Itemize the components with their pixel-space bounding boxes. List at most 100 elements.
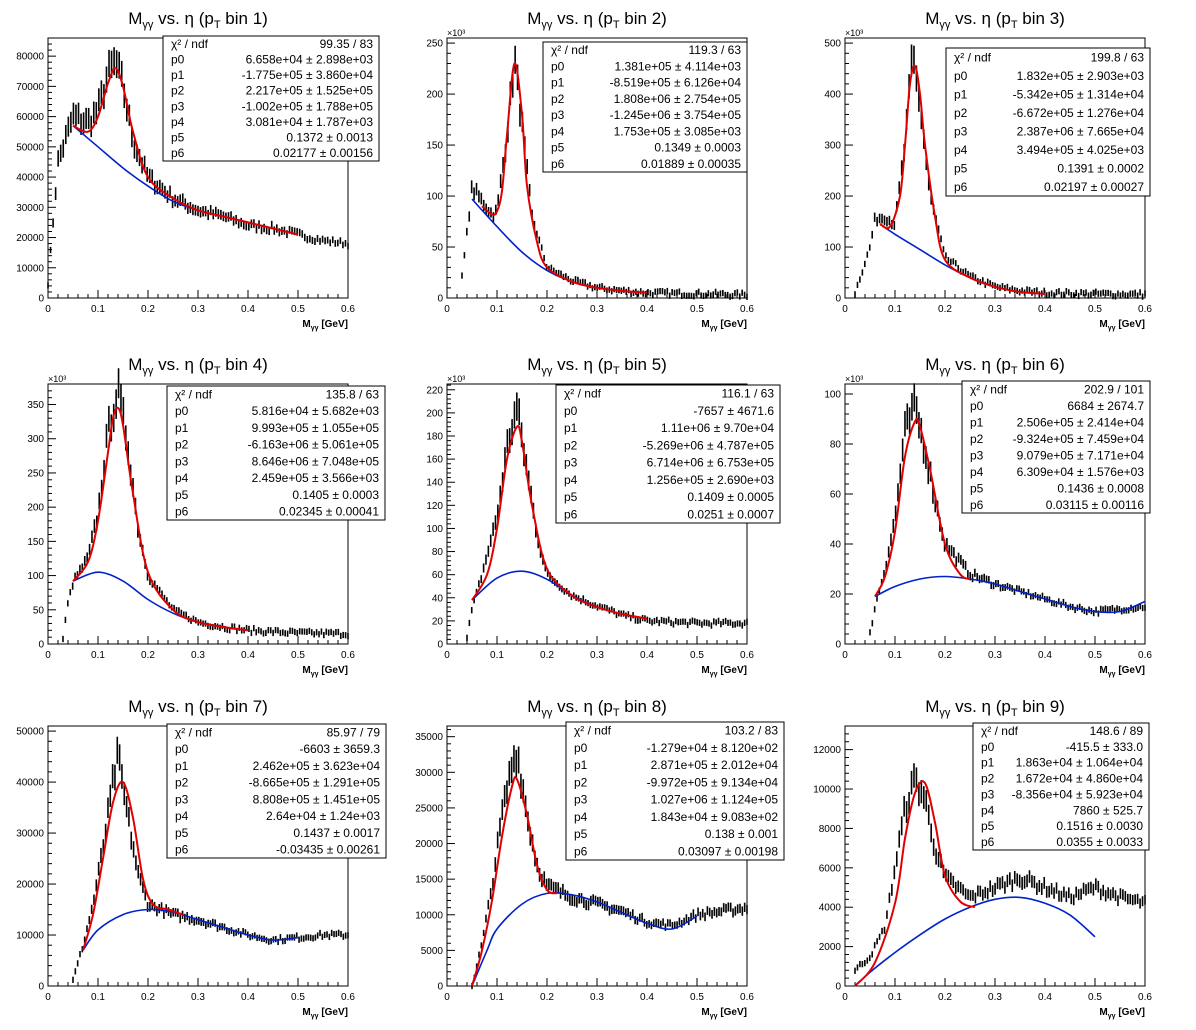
y-tick-label: 80 — [830, 440, 842, 451]
y-tick-label: 200 — [426, 90, 443, 101]
param-name: p1 — [175, 421, 189, 435]
chi2-label: χ² / ndf — [175, 725, 213, 739]
chi2-value: 148.6 / 89 — [1090, 724, 1144, 738]
x-label-main: M — [701, 665, 709, 676]
stats-frame — [542, 41, 748, 173]
title-subscript: T — [214, 707, 221, 719]
stats-frame — [945, 47, 1151, 197]
x-tick-label: 0.6 — [1138, 992, 1152, 1003]
fit-stats-box: χ² / ndf 103.2 / 83 p0 -1.279e+04 ± 8.120e+… — [565, 721, 785, 861]
param-value: -1.245e+06 ± 3.754e+05 — [610, 108, 742, 122]
x-label-main: M — [1099, 319, 1107, 330]
chi2-label: χ² / ndf — [175, 387, 213, 401]
x-label-sub: γγ — [311, 325, 319, 332]
y-tick-label: 250 — [27, 468, 44, 479]
param-value: 8.808e+05 ± 1.451e+05 — [253, 792, 381, 806]
param-name: p1 — [171, 68, 185, 82]
x-tick-label: 0.1 — [91, 304, 105, 315]
x-label-main: M — [701, 319, 709, 330]
x-tick-label: 0.6 — [1138, 304, 1152, 315]
chi2-value: 135.8 / 63 — [326, 387, 380, 401]
stats-frame — [972, 722, 1150, 851]
y-tick-label: 0 — [835, 640, 841, 651]
signal-fit-line — [72, 406, 249, 632]
x-label-main: M — [302, 665, 310, 676]
param-value: 6.309e+04 ± 1.576e+03 — [1017, 465, 1145, 479]
param-value: 1.672e+04 ± 4.860e+04 — [1016, 772, 1144, 786]
param-name: p2 — [970, 432, 984, 446]
param-name: p2 — [564, 438, 578, 452]
x-axis-label: Mγγ [GeV] — [701, 1007, 747, 1020]
chart-panel-1: Mγγ vs. η (pT bin 1) 0 0.1 0.2 0.3 0.4 0.5 0.6 M… — [16, 9, 380, 332]
x-axis-label: Mγγ [GeV] — [701, 319, 747, 332]
x-label-main: M — [1099, 1007, 1107, 1018]
param-name: p0 — [954, 69, 968, 83]
param-name: p2 — [175, 776, 189, 790]
y-tick-label: 100 — [426, 524, 443, 535]
y-tick-label: 500 — [824, 39, 841, 50]
x-tick-label: 0.1 — [490, 992, 504, 1003]
x-label-unit: [GeV] — [1116, 319, 1145, 330]
chart-title: Mγγ vs. η (pT bin 3) — [925, 9, 1065, 31]
param-value: 2.64e+04 ± 1.24e+03 — [266, 809, 380, 823]
param-name: p1 — [954, 87, 968, 101]
param-value: 7860 ± 525.7 — [1073, 803, 1143, 817]
title-text: bin 6) — [1018, 355, 1065, 374]
x-tick-label: 0 — [842, 650, 848, 661]
param-value: 9.079e+05 ± 7.171e+04 — [1017, 448, 1145, 462]
title-text: vs. η (p — [153, 9, 213, 28]
x-tick-label: 0.3 — [191, 992, 205, 1003]
title-text: M — [527, 355, 541, 374]
x-tick-label: 0 — [444, 992, 450, 1003]
param-value: 0.0251 ± 0.0007 — [687, 507, 774, 521]
x-tick-label: 0.3 — [988, 650, 1002, 661]
stats-frame — [166, 723, 387, 859]
chart-panel-2: Mγγ vs. η (pT bin 2) 0 0.1 0.2 0.3 0.4 0.5 0.6 M… — [426, 9, 754, 332]
y-tick-label: 50000 — [16, 142, 44, 153]
param-value: -9.324e+05 ± 7.459e+04 — [1013, 432, 1145, 446]
chi2-value: 199.8 / 63 — [1091, 50, 1145, 64]
x-tick-label: 0.3 — [590, 304, 604, 315]
y-tick-label: 0 — [38, 640, 44, 651]
param-name: p1 — [551, 76, 565, 90]
param-name: p6 — [954, 180, 968, 194]
x-label-main: M — [1099, 665, 1107, 676]
y-tick-label: 0 — [38, 982, 44, 993]
chi2-label: χ² / ndf — [564, 387, 602, 401]
param-name: p1 — [574, 758, 588, 772]
param-value: 3.494e+05 ± 4.025e+03 — [1017, 143, 1145, 157]
x-label-unit: [GeV] — [718, 1007, 747, 1018]
param-name: p0 — [981, 740, 995, 754]
param-name: p4 — [981, 803, 995, 817]
y-tick-label: 70000 — [16, 82, 44, 93]
title-subscript: T — [1011, 19, 1018, 31]
chart-title: Mγγ vs. η (pT bin 5) — [527, 355, 667, 377]
y-tick-label: 20000 — [16, 880, 44, 891]
x-tick-label: 0.5 — [291, 992, 305, 1003]
param-name: p6 — [175, 505, 189, 519]
param-name: p6 — [564, 507, 578, 521]
param-name: p3 — [564, 456, 578, 470]
x-tick-label: 0.1 — [888, 992, 902, 1003]
x-tick-label: 0.3 — [590, 992, 604, 1003]
title-subscript: T — [214, 365, 221, 377]
chart-panel-3: Mγγ vs. η (pT bin 3) 0 0.1 0.2 0.3 0.4 0.5 0.6 M… — [824, 9, 1152, 332]
x-tick-label: 0.6 — [341, 304, 355, 315]
y-tick-label: 180 — [426, 432, 443, 443]
x-tick-label: 0 — [842, 304, 848, 315]
x-label-sub: γγ — [311, 671, 319, 678]
param-value: 6684 ± 2674.7 — [1067, 399, 1144, 413]
x-label-sub: γγ — [1108, 1013, 1116, 1020]
param-name: p2 — [171, 84, 185, 98]
x-axis-label: Mγγ [GeV] — [701, 665, 747, 678]
x-tick-label: 0 — [444, 304, 450, 315]
chi2-label: χ² / ndf — [954, 50, 992, 64]
signal-fit-line — [879, 64, 1046, 295]
title-text: M — [128, 355, 142, 374]
param-value: -1.279e+04 ± 8.120e+02 — [647, 741, 779, 755]
param-name: p2 — [551, 92, 565, 106]
y-tick-label: 60 — [432, 570, 444, 581]
x-label-unit: [GeV] — [718, 665, 747, 676]
title-subscript: T — [613, 365, 620, 377]
x-axis-label: Mγγ [GeV] — [302, 665, 348, 678]
